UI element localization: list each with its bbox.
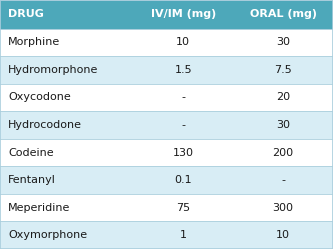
Bar (0, 221, 133, 249)
Bar (133, 84, 233, 111)
Bar (233, 29, 333, 56)
Text: 0.1: 0.1 (174, 175, 192, 185)
Text: 130: 130 (172, 148, 194, 158)
Text: 10: 10 (276, 230, 290, 240)
Text: IV/IM (mg): IV/IM (mg) (151, 9, 216, 19)
Text: 200: 200 (272, 148, 294, 158)
Text: 30: 30 (276, 120, 290, 130)
Bar (133, 221, 233, 249)
Bar (0, 139, 133, 166)
Bar (0, 166, 133, 194)
Bar (0, 0, 133, 29)
Text: 75: 75 (176, 203, 190, 213)
Text: Hydrocodone: Hydrocodone (8, 120, 82, 130)
Bar (133, 56, 233, 84)
Text: 10: 10 (176, 37, 190, 47)
Text: -: - (281, 175, 285, 185)
Bar (133, 111, 233, 139)
Bar (0, 111, 133, 139)
Bar (233, 194, 333, 221)
Text: Morphine: Morphine (8, 37, 61, 47)
Text: 20: 20 (276, 92, 290, 103)
Bar (133, 0, 233, 29)
Text: ORAL (mg): ORAL (mg) (249, 9, 317, 19)
Bar (133, 139, 233, 166)
Bar (133, 194, 233, 221)
Bar (0, 56, 133, 84)
Text: 1.5: 1.5 (174, 65, 192, 75)
Bar (233, 111, 333, 139)
Bar (0, 29, 133, 56)
Text: DRUG: DRUG (8, 9, 44, 19)
Bar (233, 139, 333, 166)
Text: 1: 1 (179, 230, 187, 240)
Bar (133, 29, 233, 56)
Text: Oxycodone: Oxycodone (8, 92, 71, 103)
Text: Codeine: Codeine (8, 148, 54, 158)
Bar (233, 84, 333, 111)
Text: -: - (181, 120, 185, 130)
Bar (233, 0, 333, 29)
Bar (133, 166, 233, 194)
Text: Meperidine: Meperidine (8, 203, 71, 213)
Bar (0, 84, 133, 111)
Text: Oxymorphone: Oxymorphone (8, 230, 88, 240)
Text: 30: 30 (276, 37, 290, 47)
Bar (233, 221, 333, 249)
Text: -: - (181, 92, 185, 103)
Text: Fentanyl: Fentanyl (8, 175, 56, 185)
Bar (0, 194, 133, 221)
Text: Hydromorphone: Hydromorphone (8, 65, 99, 75)
Bar (233, 166, 333, 194)
Text: 300: 300 (272, 203, 294, 213)
Bar (233, 56, 333, 84)
Text: 7.5: 7.5 (274, 65, 292, 75)
